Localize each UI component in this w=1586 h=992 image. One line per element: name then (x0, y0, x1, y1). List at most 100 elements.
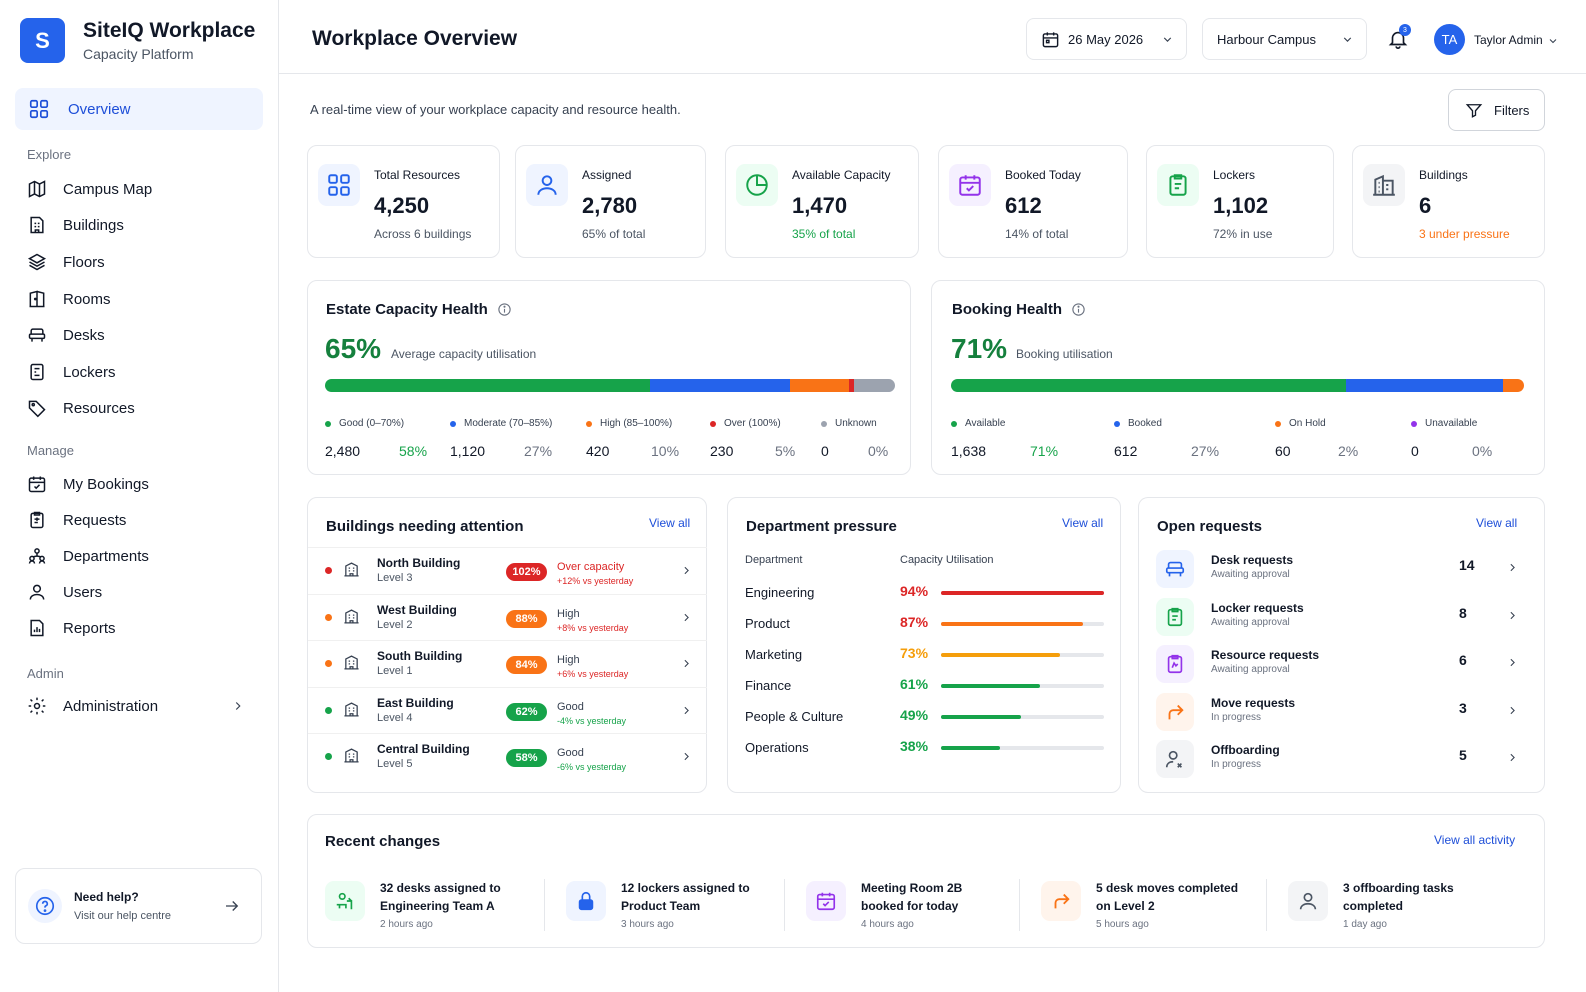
request-row[interactable]: Resource requests Awaiting approval 6 (1139, 640, 1544, 687)
building-row[interactable]: West Building Level 2 88% High +8% vs yester… (308, 593, 707, 640)
activity-item[interactable]: 32 desks assigned to Engineering Team A 2 … (325, 879, 550, 939)
legend-label: On Hold (1289, 418, 1326, 429)
filters-button[interactable]: Filters (1448, 89, 1545, 131)
sidebar-item-campus-map[interactable]: Campus Map (27, 177, 152, 201)
legend-label: Unavailable (1425, 418, 1478, 429)
grid-icon (28, 98, 50, 120)
chevron-down-icon[interactable] (1547, 35, 1559, 47)
stat-card-assigned[interactable]: Assigned 2,780 65% of total (515, 145, 706, 258)
building-row[interactable]: Central Building Level 5 58% Good -6% vs yes… (308, 733, 707, 779)
department-percent: 87% (900, 614, 929, 630)
request-row[interactable]: Locker requests Awaiting approval 8 (1139, 593, 1544, 640)
building-icon (343, 701, 360, 718)
activity-item[interactable]: 12 lockers assigned to Product Team 3 hour… (566, 879, 791, 939)
brand[interactable]: S SiteIQ Workplace Capacity Platform (20, 18, 255, 63)
user-icon (1288, 881, 1328, 921)
date-picker[interactable]: 26 May 2026 (1026, 18, 1187, 60)
avatar[interactable]: TA (1434, 24, 1465, 55)
requests-view-all-link[interactable]: View all (1476, 516, 1518, 530)
legend-label: High (85–100%) (600, 418, 673, 429)
building-trend: +12% vs yesterday (557, 576, 634, 586)
booking-legend-percent: 2% (1338, 443, 1359, 459)
booking-legend-count: 612 (1114, 443, 1138, 459)
clipboard-icon (27, 510, 47, 530)
user-name[interactable]: Taylor Admin (1474, 33, 1543, 47)
sidebar-item-administration[interactable]: Administration (27, 694, 247, 718)
stat-card-lockers[interactable]: Lockers 1,102 72% in use (1146, 145, 1334, 258)
booking-legend-count: 0 (1411, 443, 1419, 459)
estate-legend-count: 2,480 (325, 443, 361, 459)
activity-item[interactable]: 5 desk moves completed on Level 2 5 hours … (1041, 879, 1266, 939)
department-bar-track (941, 684, 1104, 688)
stat-sub: 14% of total (1005, 227, 1069, 241)
building-row[interactable]: East Building Level 4 62% Good -4% vs yester… (308, 686, 707, 733)
campus-select[interactable]: Harbour Campus (1202, 18, 1367, 60)
divider (544, 879, 545, 931)
estate-legend-count: 420 (586, 443, 610, 459)
activity-time: 2 hours ago (380, 919, 433, 930)
sidebar-item-label: Floors (63, 253, 105, 271)
sidebar-item-rooms[interactable]: Rooms (27, 287, 111, 311)
activity-item[interactable]: 3 offboarding tasks completed 1 day ago (1288, 879, 1513, 939)
buildings-view-all-link[interactable]: View all (649, 516, 691, 530)
sidebar-item-requests[interactable]: Requests (27, 508, 126, 532)
sidebar-item-users[interactable]: Users (27, 580, 102, 604)
stat-card-buildings[interactable]: Buildings 6 3 under pressure (1352, 145, 1545, 258)
building-row[interactable]: South Building Level 1 84% High +6% vs yeste… (308, 640, 707, 686)
activity-item[interactable]: Meeting Room 2B booked for today 4 hours a… (806, 879, 1031, 939)
sidebar-item-label: Overview (68, 100, 131, 118)
sidebar-item-lockers[interactable]: Lockers (27, 360, 116, 384)
sidebar-item-my-bookings[interactable]: My Bookings (27, 472, 149, 496)
legend-dot (1411, 420, 1417, 427)
sidebar-item-overview[interactable]: Overview (15, 88, 263, 130)
building-row[interactable]: North Building Level 3 102% Over capacity +1… (308, 547, 707, 593)
building-trend: -6% vs yesterday (557, 762, 627, 772)
calendar-icon (806, 881, 846, 921)
legend-dot (586, 420, 592, 427)
sidebar-item-floors[interactable]: Floors (27, 250, 105, 274)
activity-line: Engineering Team A (380, 899, 495, 913)
resource-icon (1156, 645, 1194, 683)
department-bar-fill (941, 715, 1021, 719)
building-icon (1363, 164, 1405, 206)
building-level: Level 5 (377, 758, 413, 770)
utilisation-badge: 58% (506, 749, 547, 767)
activity-text: 12 lockers assigned to Product Team (621, 879, 750, 915)
room-icon (27, 289, 47, 309)
stat-card-available-capacity[interactable]: Available Capacity 1,470 35% of total (725, 145, 919, 258)
activity-text: 5 desk moves completed on Level 2 (1096, 879, 1238, 915)
sidebar-item-buildings[interactable]: Buildings (27, 213, 124, 237)
chevron-right-icon (1506, 561, 1519, 574)
estate-bar-segment (853, 379, 895, 392)
sidebar-item-desks[interactable]: Desks (27, 323, 105, 347)
department-bar-track (941, 715, 1104, 719)
request-row[interactable]: Offboarding In progress 5 (1139, 735, 1544, 782)
estate-bar-segment (789, 379, 850, 392)
request-row[interactable]: Move requests In progress 3 (1139, 688, 1544, 735)
status-dot (325, 567, 332, 574)
building-name: Central Building (377, 742, 470, 756)
building-name: South Building (377, 649, 463, 663)
sidebar-item-reports[interactable]: Reports (27, 616, 116, 640)
recent-view-all-link[interactable]: View all activity (1434, 833, 1516, 847)
stat-card-total-resources[interactable]: Total Resources 4,250 Across 6 buildings (307, 145, 500, 258)
help-card[interactable]: Need help? Visit our help centre (15, 868, 262, 944)
stat-card-booked-today[interactable]: Booked Today 612 14% of total (938, 145, 1128, 258)
sidebar-item-label: My Bookings (63, 475, 149, 493)
sidebar-item-resources[interactable]: Resources (27, 396, 135, 420)
status-dot (325, 660, 332, 667)
sidebar-item-departments[interactable]: Departments (27, 544, 149, 568)
info-icon[interactable] (1071, 302, 1086, 317)
department-bar-track (941, 653, 1104, 657)
info-icon[interactable] (497, 302, 512, 317)
chevron-right-icon (1506, 704, 1519, 717)
sidebar-item-label: Rooms (63, 290, 111, 308)
activity-time: 4 hours ago (861, 919, 914, 930)
departments-view-all-link[interactable]: View all (1062, 516, 1104, 530)
booking-health-bar (951, 379, 1524, 392)
request-row[interactable]: Desk requests Awaiting approval 14 (1139, 545, 1544, 592)
booking-legend-count: 1,638 (951, 443, 987, 459)
filter-icon (1465, 101, 1483, 119)
stat-sub: Across 6 buildings (374, 227, 472, 241)
request-status: Awaiting approval (1211, 664, 1290, 675)
